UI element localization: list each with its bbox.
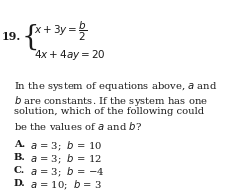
Text: $4x+4ay=20$: $4x+4ay=20$: [34, 48, 105, 62]
Text: D.: D.: [14, 179, 26, 188]
Text: B.: B.: [14, 153, 26, 162]
Text: In the system of equations above, $a$ and: In the system of equations above, $a$ an…: [14, 80, 216, 93]
Text: C.: C.: [14, 166, 25, 175]
Text: $x+3y=\dfrac{b}{2}$: $x+3y=\dfrac{b}{2}$: [34, 20, 87, 43]
Text: be the values of $a$ and $b$?: be the values of $a$ and $b$?: [14, 121, 141, 132]
Text: solution, which of the following could: solution, which of the following could: [14, 107, 203, 116]
Text: $a$ = 3;  $b$ = 12: $a$ = 3; $b$ = 12: [30, 153, 101, 166]
Text: $a$ = 3;  $b$ = 10: $a$ = 3; $b$ = 10: [30, 140, 102, 153]
Text: 19.: 19.: [2, 32, 21, 43]
Text: $a$ = 3;  $b$ = −4: $a$ = 3; $b$ = −4: [30, 166, 104, 179]
Text: {: {: [22, 24, 39, 51]
Text: A.: A.: [14, 140, 25, 149]
Text: $b$ are constants. If the system has one: $b$ are constants. If the system has one: [14, 93, 207, 107]
Text: $a$ = 10;  $b$ = 3: $a$ = 10; $b$ = 3: [30, 179, 102, 192]
